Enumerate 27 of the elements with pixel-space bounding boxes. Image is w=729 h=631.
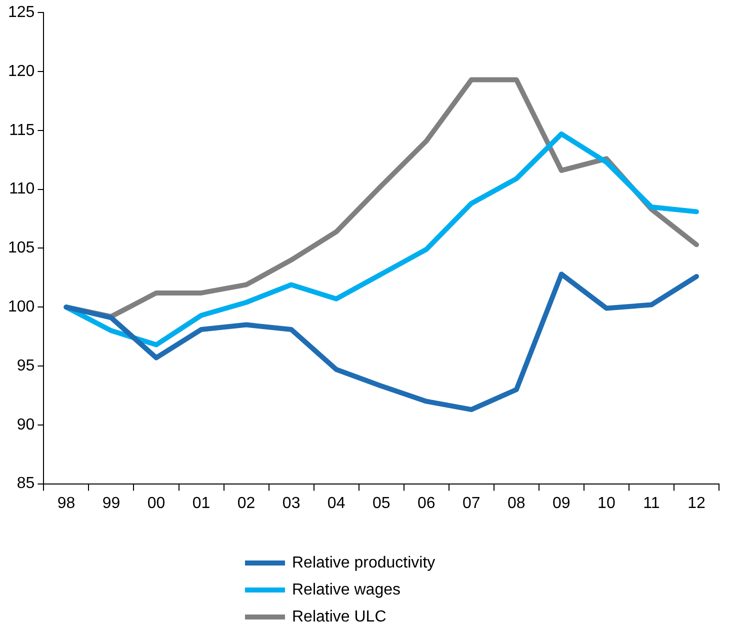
x-tick-label: 12 — [688, 494, 706, 512]
legend-label: Relative ULC — [292, 608, 386, 626]
x-tick-label: 98 — [57, 494, 76, 512]
x-tick-label: 08 — [508, 494, 526, 512]
x-tick-label: 04 — [327, 494, 346, 512]
x-tick-label: 09 — [552, 494, 570, 512]
legend-label: Relative productivity — [292, 554, 436, 572]
y-tick-label: 110 — [9, 180, 35, 198]
x-tick-label: 10 — [598, 494, 616, 512]
y-tick-label: 115 — [9, 122, 35, 139]
x-tick-label: 11 — [643, 494, 660, 512]
x-tick-label: 00 — [147, 494, 166, 512]
x-tick-label: 03 — [282, 494, 300, 512]
y-tick-label: 100 — [8, 298, 35, 316]
x-tick-label: 99 — [102, 494, 120, 512]
y-tick-label: 90 — [16, 416, 35, 434]
x-tick-label: 05 — [372, 494, 390, 512]
x-tick-label: 07 — [462, 494, 480, 512]
legend-label: Relative wages — [292, 581, 400, 598]
y-tick-label: 95 — [16, 357, 35, 374]
y-tick-label: 105 — [8, 240, 35, 257]
x-tick-label: 01 — [192, 494, 210, 512]
y-tick-label: 125 — [8, 4, 35, 22]
y-tick-label: 120 — [8, 62, 35, 80]
x-tick-label: 06 — [417, 494, 436, 512]
y-tick-label: 85 — [16, 475, 35, 492]
x-tick-label: 02 — [237, 494, 256, 512]
